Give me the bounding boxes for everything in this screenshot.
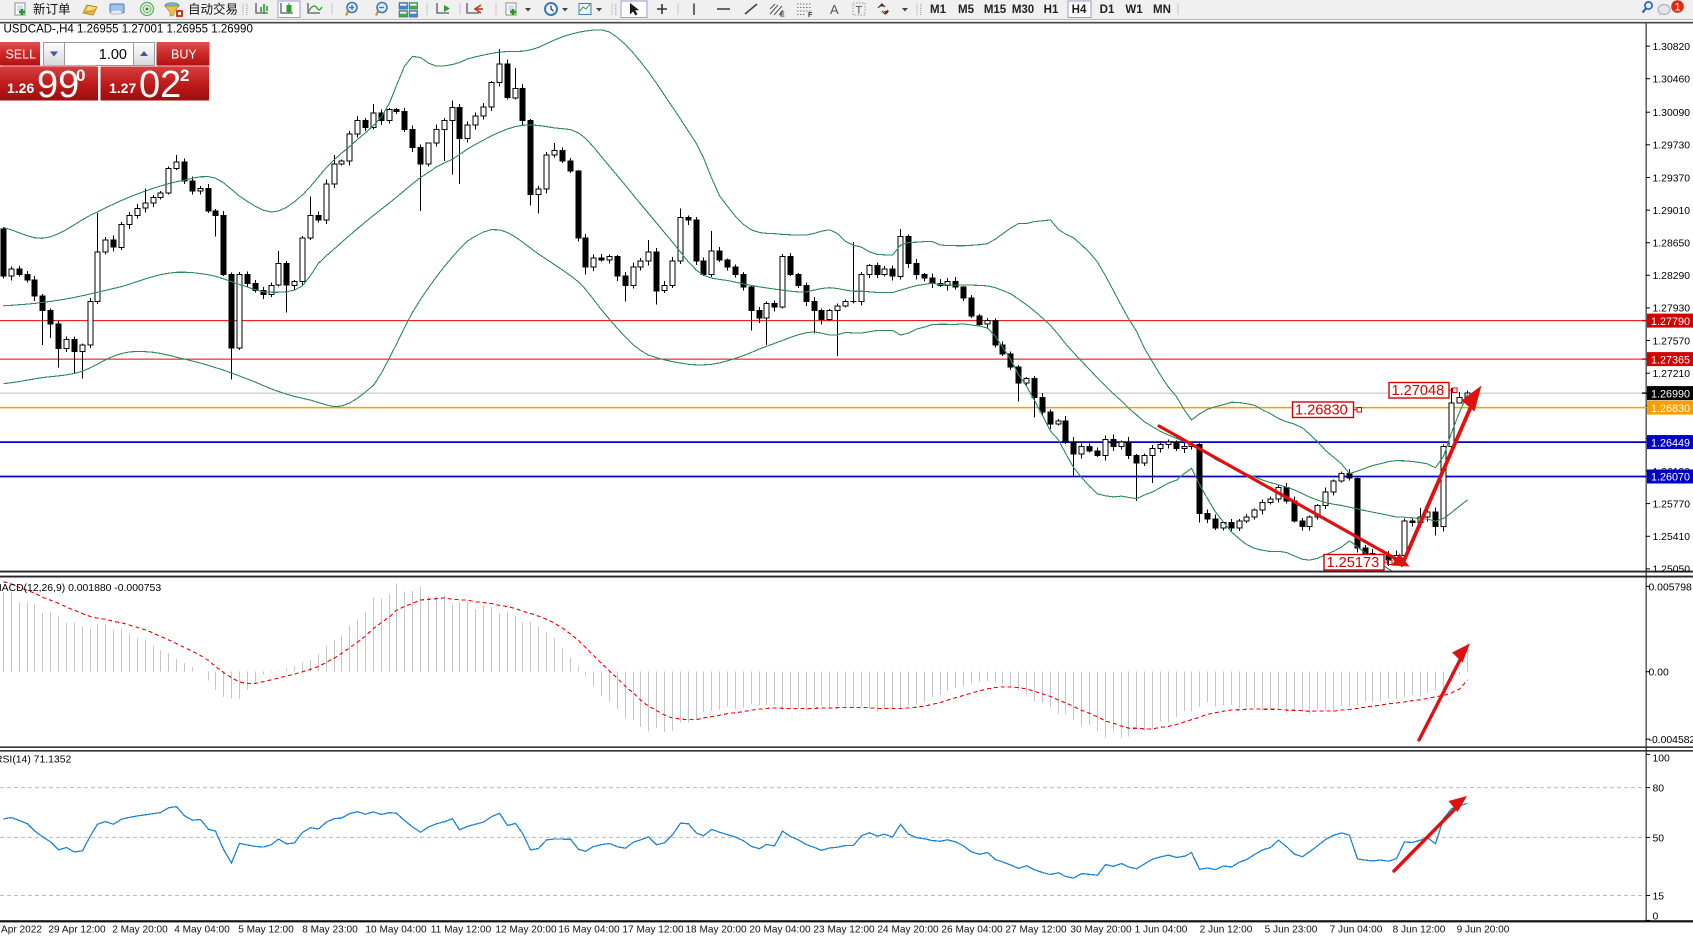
- svg-text:1.29010: 1.29010: [1653, 206, 1691, 217]
- svg-text:1: 1: [1674, 2, 1680, 14]
- svg-text:20 May 04:00: 20 May 04:00: [749, 925, 811, 936]
- svg-text:1.25770: 1.25770: [1653, 499, 1691, 510]
- svg-text:1 Jun 04:00: 1 Jun 04:00: [1135, 925, 1188, 936]
- svg-text:新订单: 新订单: [33, 2, 71, 17]
- svg-text:30 May 20:00: 30 May 20:00: [1070, 925, 1132, 936]
- svg-text:7 Jun 04:00: 7 Jun 04:00: [1330, 925, 1383, 936]
- svg-text:1.25410: 1.25410: [1653, 532, 1691, 543]
- svg-text:1.26830: 1.26830: [1651, 403, 1690, 415]
- svg-text:1.30820: 1.30820: [1653, 42, 1691, 53]
- svg-text:10 May 04:00: 10 May 04:00: [365, 925, 427, 936]
- svg-text:1.29730: 1.29730: [1653, 141, 1691, 152]
- svg-text:1.25050: 1.25050: [1653, 565, 1691, 576]
- svg-text:2 May 20:00: 2 May 20:00: [112, 925, 168, 936]
- svg-text:17 May 12:00: 17 May 12:00: [622, 925, 684, 936]
- svg-text:M1: M1: [930, 4, 947, 16]
- svg-text:H4: H4: [1072, 4, 1087, 16]
- svg-text:1.26830: 1.26830: [1295, 403, 1348, 419]
- svg-text:T: T: [856, 5, 863, 17]
- svg-text:23 May 12:00: 23 May 12:00: [813, 925, 875, 936]
- svg-text:0.00: 0.00: [1649, 668, 1669, 679]
- svg-text:1.27930: 1.27930: [1653, 304, 1691, 315]
- svg-text:E: E: [780, 12, 785, 19]
- svg-text:MACD(12,26,9) 0.001880 -0.0007: MACD(12,26,9) 0.001880 -0.000753: [0, 583, 161, 594]
- svg-text:1.25173: 1.25173: [1327, 555, 1380, 571]
- svg-text:MN: MN: [1153, 4, 1171, 16]
- svg-text:24 May 20:00: 24 May 20:00: [877, 925, 939, 936]
- svg-text:W1: W1: [1125, 4, 1143, 16]
- svg-text:0.005798: 0.005798: [1649, 582, 1693, 593]
- svg-text:5 May 12:00: 5 May 12:00: [238, 925, 294, 936]
- svg-text:02: 02: [139, 64, 181, 106]
- svg-text:0: 0: [1653, 912, 1659, 923]
- svg-text:29 Apr 12:00: 29 Apr 12:00: [48, 925, 106, 936]
- svg-text:50: 50: [1653, 833, 1665, 844]
- svg-text:1.27790: 1.27790: [1651, 316, 1690, 328]
- svg-text:4 May 04:00: 4 May 04:00: [174, 925, 230, 936]
- svg-text:1.27365: 1.27365: [1651, 354, 1690, 366]
- svg-text:1.27: 1.27: [109, 80, 136, 96]
- svg-text:18 May 20:00: 18 May 20:00: [685, 925, 747, 936]
- svg-text:SELL: SELL: [6, 48, 37, 62]
- svg-text:A: A: [830, 2, 839, 17]
- svg-text:1.30460: 1.30460: [1653, 75, 1691, 86]
- svg-text:BUY: BUY: [171, 48, 197, 62]
- svg-text:1.26990: 1.26990: [1651, 388, 1690, 400]
- svg-text:1.26070: 1.26070: [1651, 472, 1690, 484]
- svg-text:M5: M5: [958, 4, 975, 16]
- svg-text:99: 99: [37, 64, 79, 106]
- svg-text:1.28650: 1.28650: [1653, 239, 1691, 250]
- svg-text:F: F: [808, 12, 813, 19]
- svg-text:1.26: 1.26: [7, 80, 34, 96]
- svg-text:8 May 23:00: 8 May 23:00: [302, 925, 358, 936]
- svg-text:1.29370: 1.29370: [1653, 173, 1691, 184]
- svg-text:2: 2: [180, 66, 189, 85]
- svg-text:16 May 04:00: 16 May 04:00: [558, 925, 620, 936]
- svg-text:9 Jun 20:00: 9 Jun 20:00: [1457, 925, 1510, 936]
- svg-text:11 May 12:00: 11 May 12:00: [431, 925, 492, 936]
- svg-text:0: 0: [76, 66, 85, 85]
- svg-text:5 Jun 23:00: 5 Jun 23:00: [1265, 925, 1318, 936]
- svg-text:100: 100: [1653, 754, 1671, 765]
- svg-text:Apr 2022: Apr 2022: [1, 925, 42, 936]
- svg-text:12 May 20:00: 12 May 20:00: [495, 925, 557, 936]
- svg-text:自动交易: 自动交易: [188, 2, 238, 17]
- svg-text:1.27570: 1.27570: [1653, 336, 1691, 347]
- svg-text:1.27210: 1.27210: [1653, 369, 1691, 380]
- svg-text:1.26449: 1.26449: [1651, 437, 1690, 449]
- svg-text:8 Jun 12:00: 8 Jun 12:00: [1393, 925, 1446, 936]
- svg-text:D1: D1: [1100, 4, 1115, 16]
- svg-text:USDCAD-,H4 1.26955 1.27001 1.: USDCAD-,H4 1.26955 1.27001 1.26955 1.269…: [4, 24, 253, 36]
- svg-text:1.27048: 1.27048: [1392, 383, 1445, 399]
- svg-text:15: 15: [1653, 892, 1665, 903]
- svg-text:M15: M15: [984, 4, 1007, 16]
- svg-text:27 May 12:00: 27 May 12:00: [1005, 925, 1067, 936]
- svg-text:H1: H1: [1044, 4, 1059, 16]
- svg-text:80: 80: [1653, 784, 1665, 795]
- svg-text:2 Jun 12:00: 2 Jun 12:00: [1200, 925, 1253, 936]
- svg-text:RSI(14) 71.1352: RSI(14) 71.1352: [0, 755, 71, 766]
- svg-text:1.00: 1.00: [99, 47, 127, 63]
- svg-text:1.30090: 1.30090: [1653, 108, 1691, 119]
- svg-text:M30: M30: [1012, 4, 1034, 16]
- svg-text:26 May 04:00: 26 May 04:00: [941, 925, 1003, 936]
- svg-text:-0.004582: -0.004582: [1649, 735, 1693, 746]
- svg-text:1.28290: 1.28290: [1653, 271, 1691, 282]
